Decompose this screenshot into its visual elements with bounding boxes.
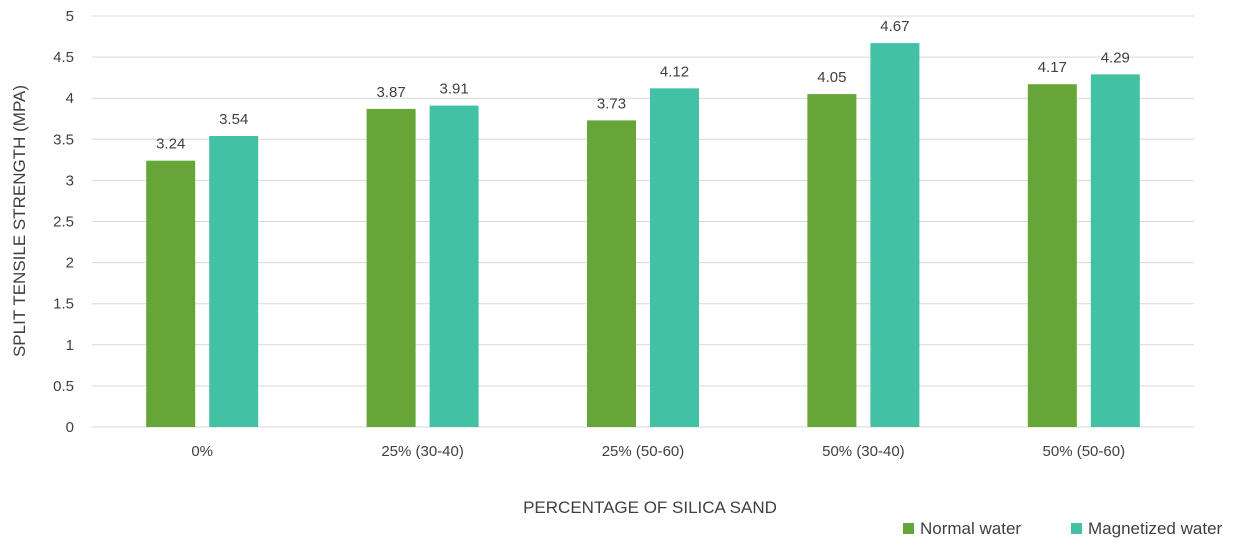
legend-swatch	[903, 523, 914, 534]
x-tick-label: 25% (50-60)	[602, 443, 685, 460]
bar-normal-water	[1027, 84, 1077, 427]
data-label: 3.54	[219, 111, 248, 128]
y-tick-label: 1	[66, 337, 74, 354]
bar-magnetized-water	[650, 88, 699, 427]
y-tick-label: 2.5	[53, 214, 74, 231]
y-tick-label: 4.5	[53, 49, 74, 66]
y-tick-label: 1.5	[53, 296, 74, 313]
data-label: 3.91	[439, 81, 468, 98]
data-labels: 3.24 3.54 3.87 3.91 3.73 4.12 4.05 4.67 4.17 4.29	[156, 18, 1130, 153]
bar-magnetized-water	[429, 105, 479, 428]
bar-magnetized-water	[870, 43, 920, 427]
data-label: 4.29	[1101, 49, 1130, 66]
x-tick-label: 25% (30-40)	[381, 443, 464, 460]
gridlines	[92, 15, 1194, 428]
bar-normal-water	[146, 160, 196, 427]
bar-normal-water	[587, 120, 636, 428]
x-tick-label: 50% (30-40)	[822, 443, 905, 460]
x-tick-label: 50% (50-60)	[1043, 443, 1126, 460]
legend: Normal water Magnetized water	[903, 519, 1223, 538]
data-label: 3.73	[597, 95, 626, 112]
y-tick-label: 0	[66, 419, 74, 436]
data-label: 3.87	[376, 84, 405, 101]
bar-magnetized-water	[1090, 74, 1140, 427]
y-tick-label: 5	[66, 8, 74, 25]
data-label: 4.67	[880, 18, 909, 35]
bar-normal-water	[366, 108, 416, 428]
y-tick-label: 4	[66, 90, 74, 107]
data-label: 4.05	[817, 69, 846, 86]
legend-label: Magnetized water	[1088, 519, 1223, 538]
data-label: 4.17	[1038, 59, 1067, 76]
bars	[146, 43, 1140, 428]
y-axis-ticks: 0 0.5 1 1.5 2 2.5 3 3.5 4 4.5 5	[53, 8, 74, 436]
bar-normal-water	[807, 94, 857, 427]
legend-swatch	[1071, 523, 1082, 534]
x-tick-label: 0%	[191, 443, 213, 460]
legend-label: Normal water	[920, 519, 1021, 538]
data-label: 4.12	[660, 63, 689, 80]
y-tick-label: 3	[66, 172, 74, 189]
y-axis-title: SPLIT TENSILE STRENGTH (MPA)	[10, 85, 29, 357]
data-label: 3.24	[156, 136, 185, 153]
bar-magnetized-water	[209, 136, 259, 427]
y-tick-label: 3.5	[53, 131, 74, 148]
y-tick-label: 0.5	[53, 378, 74, 395]
x-axis-ticks: 0% 25% (30-40) 25% (50-60) 50% (30-40) 50% (…	[191, 443, 1125, 460]
x-axis-title: PERCENTAGE OF SILICA SAND	[523, 498, 777, 517]
y-tick-label: 2	[66, 255, 74, 272]
